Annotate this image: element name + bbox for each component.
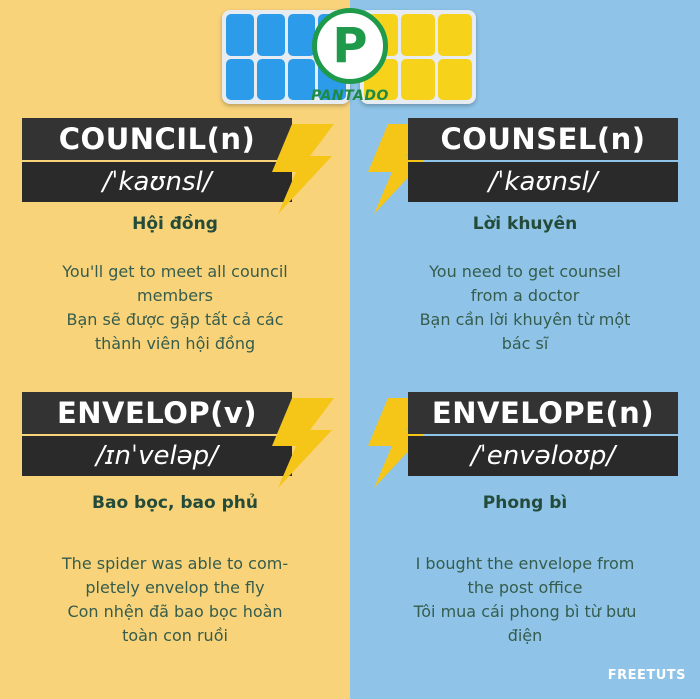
lightning-bolt-icon bbox=[368, 398, 430, 488]
right-panel-background bbox=[350, 0, 700, 699]
lightning-bolt-icon bbox=[272, 398, 334, 488]
lightning-bolt-icon bbox=[368, 124, 430, 214]
ipa-council: /ˈkaʊnsl/ bbox=[22, 162, 292, 202]
meaning-envelope: Phong bì bbox=[482, 493, 568, 513]
example-council: You'll get to meet all council members B… bbox=[10, 260, 340, 356]
example-envelop: The spider was able to com- pletely enve… bbox=[10, 552, 340, 648]
meaning-council: Hội đồng bbox=[132, 214, 218, 234]
logo-circle: P bbox=[312, 8, 388, 84]
example-line: members bbox=[137, 286, 213, 305]
word-title-envelope: ENVELOPE(n) bbox=[408, 392, 678, 434]
example-counsel: You need to get counsel from a doctor Bạ… bbox=[360, 260, 690, 356]
example-line: toàn con ruồi bbox=[122, 626, 228, 645]
logo-letter: P bbox=[332, 18, 368, 74]
ipa-envelope: /ˈenvəloʊp/ bbox=[408, 436, 678, 476]
lightning-bolt-icon bbox=[272, 124, 334, 214]
example-line: điện bbox=[507, 626, 543, 645]
example-line: You need to get counsel bbox=[429, 262, 621, 281]
example-line: Bạn sẽ được gặp tất cả các bbox=[66, 310, 284, 329]
example-line: Tôi mua cái phong bì từ bưu bbox=[413, 602, 637, 621]
example-line: You'll get to meet all council bbox=[62, 262, 288, 281]
left-panel-background bbox=[0, 0, 350, 699]
example-line: from a doctor bbox=[470, 286, 580, 305]
ipa-envelop: /ɪnˈveləp/ bbox=[22, 436, 292, 476]
example-line: bác sĩ bbox=[501, 334, 549, 353]
pantado-logo: P PANTADO bbox=[300, 8, 400, 118]
example-envelope: I bought the envelope from the post offi… bbox=[360, 552, 690, 648]
example-line: The spider was able to com- bbox=[61, 554, 289, 573]
freetuts-watermark: FREETUTS bbox=[607, 668, 686, 683]
word-title-envelop: ENVELOP(v) bbox=[22, 392, 292, 434]
logo-brand-text: PANTADO bbox=[311, 88, 389, 104]
meaning-counsel: Lời khuyên bbox=[472, 214, 578, 234]
example-line: Con nhện đã bao bọc hoàn bbox=[67, 602, 283, 621]
example-line: I bought the envelope from bbox=[415, 554, 635, 573]
word-title-counsel: COUNSEL(n) bbox=[408, 118, 678, 160]
example-line: Bạn cần lời khuyên từ một bbox=[419, 310, 631, 329]
meaning-envelop: Bao bọc, bao phủ bbox=[92, 493, 258, 513]
word-title-council: COUNCIL(n) bbox=[22, 118, 292, 160]
example-line: the post office bbox=[467, 578, 583, 597]
example-line: thành viên hội đồng bbox=[94, 334, 256, 353]
example-line: pletely envelop the fly bbox=[85, 578, 265, 597]
ipa-counsel: /ˈkaʊnsl/ bbox=[408, 162, 678, 202]
